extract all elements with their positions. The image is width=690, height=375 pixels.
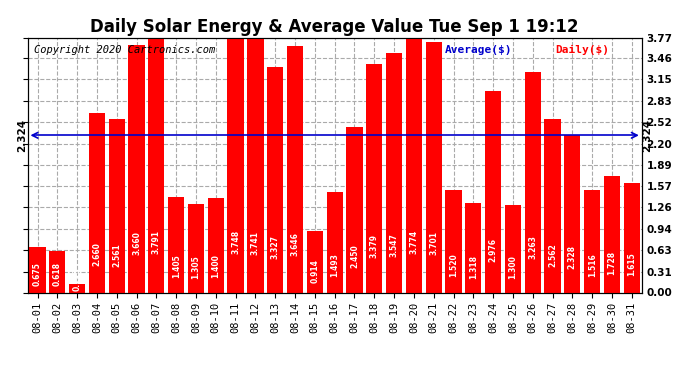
Bar: [564, 135, 580, 292]
Text: 0.618: 0.618: [53, 262, 62, 286]
Text: 2.328: 2.328: [568, 245, 577, 269]
Bar: [287, 46, 303, 292]
Bar: [604, 176, 620, 292]
Bar: [426, 42, 442, 292]
Text: 1.300: 1.300: [509, 255, 518, 279]
Text: 0.675: 0.675: [33, 262, 42, 286]
Text: 2.562: 2.562: [548, 243, 557, 267]
Text: 3.701: 3.701: [429, 231, 438, 255]
Bar: [168, 198, 184, 292]
Text: 2.561: 2.561: [112, 243, 121, 267]
Text: 3.327: 3.327: [270, 235, 279, 259]
Bar: [505, 205, 521, 292]
Bar: [128, 45, 145, 292]
Bar: [247, 39, 264, 292]
Text: 3.791: 3.791: [152, 230, 161, 254]
Text: 1.318: 1.318: [469, 255, 477, 279]
Bar: [30, 247, 46, 292]
Bar: [148, 36, 164, 292]
Text: 2.324: 2.324: [642, 119, 652, 152]
Text: 2.450: 2.450: [350, 244, 359, 268]
Bar: [228, 39, 244, 292]
Text: 3.263: 3.263: [529, 236, 538, 260]
Bar: [366, 64, 382, 292]
Text: 3.774: 3.774: [409, 230, 418, 254]
Text: 1.405: 1.405: [172, 255, 181, 278]
Bar: [307, 231, 323, 292]
Bar: [465, 203, 482, 292]
Text: 2.660: 2.660: [92, 242, 101, 266]
Bar: [267, 68, 284, 292]
Text: 3.748: 3.748: [231, 230, 240, 255]
Bar: [445, 190, 462, 292]
Text: 1.493: 1.493: [330, 254, 339, 278]
Bar: [89, 112, 105, 292]
Bar: [485, 91, 501, 292]
Text: 1.615: 1.615: [627, 252, 636, 276]
Text: 0.123: 0.123: [72, 267, 81, 291]
Text: 3.660: 3.660: [132, 231, 141, 255]
Bar: [624, 183, 640, 292]
Text: 2.976: 2.976: [489, 238, 497, 262]
Title: Daily Solar Energy & Average Value Tue Sep 1 19:12: Daily Solar Energy & Average Value Tue S…: [90, 18, 579, 36]
Text: 3.547: 3.547: [390, 232, 399, 256]
Bar: [544, 119, 561, 292]
Text: Daily($): Daily($): [555, 45, 610, 55]
Text: Average($): Average($): [445, 45, 513, 55]
Bar: [524, 72, 541, 292]
Text: 1.400: 1.400: [211, 254, 220, 278]
Bar: [108, 119, 125, 292]
Bar: [326, 192, 343, 292]
Bar: [69, 284, 86, 292]
Bar: [386, 53, 402, 292]
Text: 3.646: 3.646: [290, 232, 299, 255]
Text: 3.379: 3.379: [370, 234, 379, 258]
Text: 1.516: 1.516: [588, 254, 597, 277]
Text: 1.728: 1.728: [607, 251, 616, 275]
Text: 1.305: 1.305: [192, 255, 201, 279]
Bar: [49, 251, 66, 292]
Text: 1.520: 1.520: [449, 254, 458, 277]
Bar: [406, 37, 422, 292]
Bar: [584, 190, 600, 292]
Bar: [346, 127, 362, 292]
Text: 3.741: 3.741: [251, 231, 260, 255]
Text: 2.324: 2.324: [17, 119, 27, 152]
Bar: [208, 198, 224, 292]
Text: Copyright 2020 Cartronics.com: Copyright 2020 Cartronics.com: [34, 45, 215, 55]
Bar: [188, 204, 204, 292]
Text: 0.914: 0.914: [310, 260, 319, 283]
